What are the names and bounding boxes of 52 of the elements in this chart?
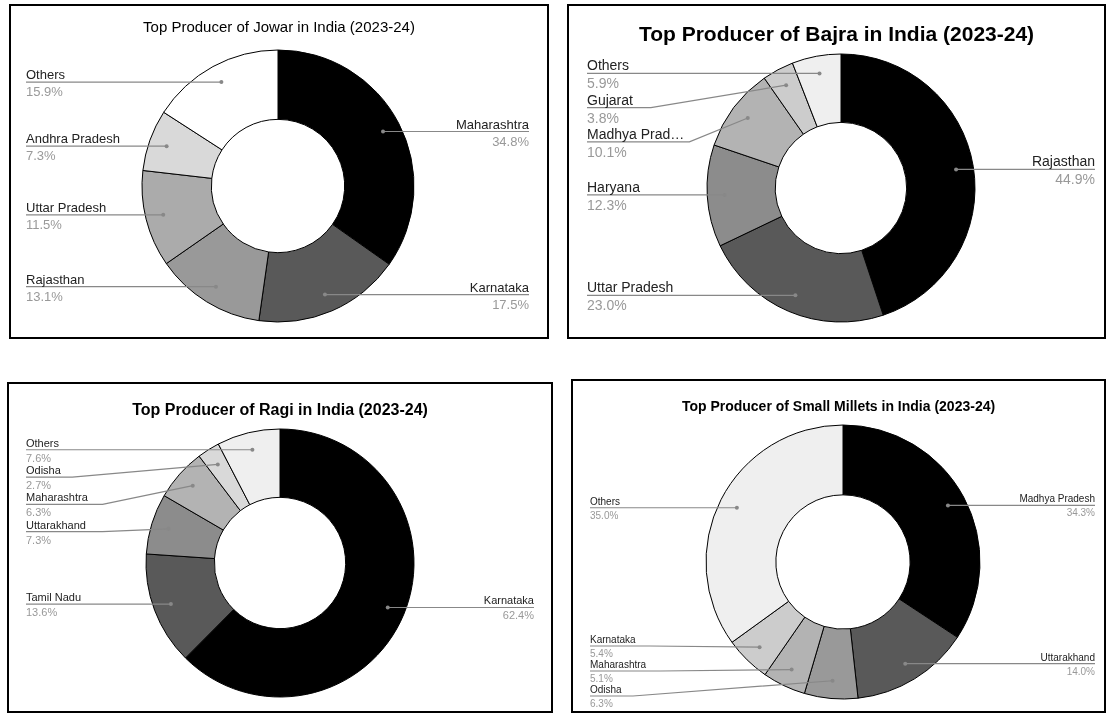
data-label: 14.0%: [1066, 665, 1096, 677]
data-label: 35.0%: [590, 509, 619, 521]
data-label: 7.3%: [26, 533, 52, 546]
slice-label: Andhra Pradesh: [26, 131, 120, 147]
slice-label: Uttarakhand: [1040, 651, 1095, 663]
data-label: 17.5%: [492, 296, 530, 312]
data-label: 34.8%: [492, 133, 530, 149]
data-label: 10.1%: [587, 143, 627, 160]
slice-label: Others: [26, 67, 66, 83]
data-label: 11.5%: [26, 216, 63, 232]
data-label: 13.6%: [26, 606, 58, 619]
slice-label: Karnataka: [483, 594, 535, 607]
slice-label: Others: [590, 495, 621, 507]
slice-label: Tamil Nadu: [26, 591, 82, 604]
slice-label: Maharashtra: [456, 116, 530, 132]
chart-title: Top Producer of Small Millets in India (2023-24): [681, 398, 996, 414]
slice-label: Uttar Pradesh: [26, 199, 107, 215]
data-label: 34.3%: [1066, 507, 1096, 519]
slice-label: Uttar Pradesh: [587, 279, 674, 296]
data-label: 44.9%: [1055, 171, 1095, 188]
slice-label: Haryana: [587, 178, 641, 195]
data-label: 15.9%: [26, 84, 64, 100]
data-label: 2.7%: [26, 479, 52, 492]
slice-label: Karnataka: [590, 634, 637, 645]
data-label: 7.3%: [26, 148, 57, 164]
data-label: 5.9%: [587, 75, 619, 92]
slice-label: Others: [26, 436, 60, 449]
chart-title: Top Producer of Jowar in India (2023-24): [143, 18, 415, 35]
slice-label: Maharashtra: [26, 491, 89, 504]
slice-label: Madhya Prad…: [587, 125, 685, 142]
data-label: 7.6%: [26, 451, 52, 464]
slice-label: Uttarakhand: [26, 518, 86, 531]
slice-label: Others: [587, 57, 630, 74]
slice-label: Odisha: [26, 464, 62, 477]
data-label: 12.3%: [587, 196, 627, 213]
data-label: 6.3%: [590, 698, 613, 709]
slice-label: Rajasthan: [26, 271, 85, 287]
slice-label: Maharashtra: [590, 659, 647, 670]
data-label: 5.4%: [590, 648, 613, 659]
chart-title: Top Producer of Bajra in India (2023-24): [638, 22, 1035, 45]
slice-label: Karnataka: [469, 279, 530, 295]
slice-label: Rajasthan: [1031, 153, 1095, 170]
slice-label: Odisha: [590, 684, 623, 695]
chart-title: Top Producer of Ragi in India (2023-24): [132, 401, 428, 418]
data-label: 23.0%: [587, 297, 627, 314]
data-label: 6.3%: [26, 506, 52, 519]
data-label: 3.8%: [587, 109, 619, 126]
data-label: 13.1%: [26, 288, 64, 304]
slice-label: Madhya Pradesh: [1019, 493, 1095, 505]
data-label: 5.1%: [590, 673, 613, 684]
data-label: 62.4%: [502, 609, 535, 622]
slice-label: Gujarat: [587, 91, 634, 108]
